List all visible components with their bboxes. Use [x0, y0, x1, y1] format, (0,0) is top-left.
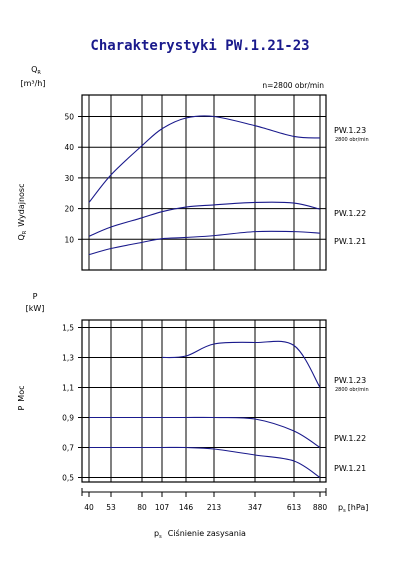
- x-axis-unit-text: [hPa]: [348, 503, 369, 512]
- flow-ytick-label-50: 50: [64, 112, 74, 121]
- power-ytick-label-1-5: 1,5: [62, 324, 74, 333]
- power-axis-unit: [kW]: [26, 304, 45, 313]
- svg-text:QRWydajnosc: QR Wydajnosc: [17, 183, 28, 240]
- flow-series-label-pw-1-22: PW.1.22: [334, 209, 366, 218]
- x-tick-label-146: 146: [179, 503, 194, 512]
- x-axis-unit: ps [hPa]: [338, 503, 368, 514]
- power-series-pw-1-21: [89, 446, 321, 478]
- power-axis-symbol: P: [33, 292, 38, 301]
- x-axis-title: Ciśnienie zasysania: [168, 528, 246, 538]
- flow-series-pw-1-21: [88, 230, 321, 256]
- x-axis-unit-subscript: s: [343, 508, 346, 514]
- power-axis-side-symbol: P: [17, 406, 26, 411]
- flow-series-pw-1-23: [88, 115, 321, 203]
- power-series-label-pw-1-22: PW.1.22: [334, 434, 366, 443]
- flow-rpm-note: n=2800 obr/min: [262, 81, 324, 90]
- power-chart-axis-label: P [kW] P Moc: [17, 292, 44, 411]
- x-axis-subscript: s: [159, 534, 162, 540]
- flow-chart: 10 20 30 40 50 PW.1.23 2800 obr/min PW.1.22 PW.1…: [64, 81, 369, 271]
- power-series-label-pw-1-21: PW.1.21: [334, 464, 366, 473]
- power-series-pw-1-23: [161, 340, 321, 388]
- flow-axis-unit: [m³/h]: [20, 79, 45, 88]
- x-axis-label: ps Ciśnienie zasysania: [154, 528, 246, 540]
- flow-frame: [81, 94, 327, 271]
- x-tick-label-53: 53: [106, 503, 116, 512]
- x-axis-unit-symbol: p: [338, 503, 343, 512]
- flow-ytick-label-10: 10: [64, 235, 74, 244]
- power-ytick-label-1-3: 1,3: [62, 354, 74, 363]
- power-ytick-label-0-5: 0,5: [62, 474, 74, 483]
- x-tick-label-107: 107: [155, 503, 170, 512]
- x-tick-label-613: 613: [287, 503, 302, 512]
- power-series-sublabel-pw-1-23: 2800 obr/min: [335, 387, 369, 393]
- power-ytick-label-0-9: 0,9: [62, 414, 74, 423]
- x-tick-label-347: 347: [248, 503, 263, 512]
- flow-axis-side-label: Wydajnosc: [17, 183, 26, 226]
- power-ytick-label-1-1: 1,1: [62, 384, 74, 393]
- x-axis: 40 53 80 107 146 213 347 613 880: [81, 488, 328, 512]
- x-axis-symbol: p: [154, 529, 159, 538]
- power-series-label-pw-1-23: PW.1.23: [334, 376, 366, 385]
- chart-title: Charakterystyki PW.1.21-23: [90, 38, 309, 54]
- flow-chart-axis-label: QR [m³/h] QRWydajnosc: [17, 65, 46, 241]
- power-series-pw-1-22: [88, 416, 321, 448]
- x-tick-label-213: 213: [207, 503, 222, 512]
- flow-series-label-pw-1-23: PW.1.23: [334, 126, 366, 135]
- x-tick-label-40: 40: [84, 503, 94, 512]
- svg-text:QR: QR: [31, 65, 41, 76]
- flow-series-pw-1-22: [88, 201, 321, 237]
- flow-ytick-label-20: 20: [64, 205, 74, 214]
- flow-series-label-pw-1-21: PW.1.21: [334, 237, 366, 246]
- svg-text:PMoc: P Moc: [17, 385, 26, 410]
- flow-axis-symbol: Q: [31, 65, 37, 74]
- flow-axis-subscript: R: [37, 70, 41, 76]
- flow-axis-side-subscript: R: [22, 230, 28, 234]
- flow-ytick-label-40: 40: [64, 143, 74, 152]
- power-ytick-label-0-7: 0,7: [62, 444, 74, 453]
- x-tick-label-880: 880: [313, 503, 328, 512]
- power-frame: [81, 319, 327, 483]
- power-axis-side-label: Moc: [17, 385, 26, 401]
- flow-ytick-label-30: 30: [64, 174, 74, 183]
- x-tick-label-80: 80: [137, 503, 147, 512]
- flow-axis-side-symbol: Q: [17, 234, 26, 240]
- power-chart: 0,5 0,7 0,9 1,1 1,3 1,5 PW.1.23 2800 obr/min PW.…: [62, 319, 369, 483]
- flow-series-sublabel-pw-1-23: 2800 obr/min: [335, 137, 369, 143]
